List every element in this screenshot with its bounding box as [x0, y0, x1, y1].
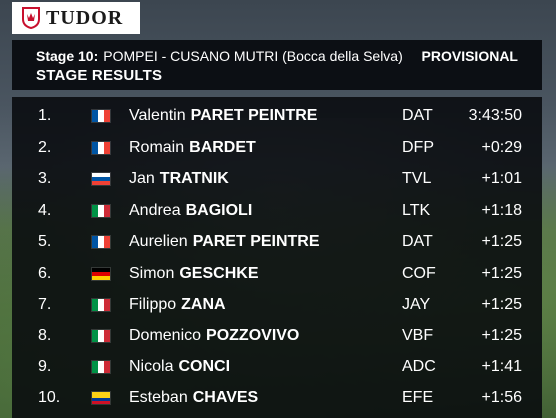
stage-label: Stage 10:	[36, 48, 99, 64]
finish-time: +1:01	[481, 169, 522, 187]
finish-time: +1:56	[481, 388, 522, 406]
rank: 10.	[38, 388, 61, 406]
rider-last-name: BAGIOLI	[185, 201, 253, 219]
team-code: VBF	[402, 326, 434, 344]
rider-first-name: Aurelien	[129, 232, 188, 250]
table-row: 3. Jan TRATNIK TVL +1:01	[12, 163, 542, 194]
rider-name: Andrea BAGIOLI	[129, 202, 252, 220]
finish-time: +1:25	[481, 232, 522, 250]
table-row: 9. Nicola CONCI ADC +1:41	[12, 351, 542, 382]
rider-first-name: Andrea	[129, 201, 181, 219]
rider-name: Simon GESCHKE	[129, 265, 258, 283]
rider-first-name: Filippo	[129, 295, 177, 313]
rank: 6.	[38, 264, 52, 282]
table-row: 8. Domenico POZZOVIVO VBF +1:25	[12, 320, 542, 351]
germany-flag-icon	[92, 267, 110, 280]
team-code: LTK	[402, 201, 431, 219]
rider-name: Nicola CONCI	[129, 358, 230, 376]
results-table: 1. Valentin PARET PEINTRE DAT 3:43:50 2. Romai…	[12, 97, 542, 418]
france-flag-icon	[92, 235, 110, 248]
rider-first-name: Jan	[129, 169, 155, 187]
rank: 7.	[38, 295, 52, 313]
slovenia-flag-icon	[92, 172, 110, 185]
finish-time: +1:18	[481, 201, 522, 219]
rider-name: Domenico POZZOVIVO	[129, 327, 299, 345]
rider-last-name: BARDET	[189, 138, 256, 156]
rider-first-name: Esteban	[129, 388, 188, 406]
table-row: 5. Aurelien PARET PEINTRE DAT +1:25	[12, 226, 542, 257]
table-row: 2. Romain BARDET DFP +0:29	[12, 132, 542, 163]
italy-flag-icon	[92, 298, 110, 311]
team-code: COF	[402, 264, 436, 282]
table-row: 10. Esteban CHAVES EFE +1:56	[12, 382, 542, 413]
stage-route: POMPEI - CUSANO MUTRI (Bocca della Selva…	[103, 48, 403, 64]
rider-name: Valentin PARET PEINTRE	[129, 107, 317, 125]
rider-first-name: Nicola	[129, 357, 174, 375]
france-flag-icon	[92, 109, 110, 122]
table-row: 1. Valentin PARET PEINTRE DAT 3:43:50	[12, 100, 542, 131]
finish-time: +1:25	[481, 264, 522, 282]
rider-first-name: Simon	[129, 264, 175, 282]
team-code: TVL	[402, 169, 432, 187]
brand-name: TUDOR	[46, 6, 124, 29]
rider-last-name: TRATNIK	[159, 169, 229, 187]
rider-last-name: GESCHKE	[179, 264, 259, 282]
team-code: DAT	[402, 232, 433, 250]
rank: 8.	[38, 326, 52, 344]
finish-time: +1:41	[481, 357, 522, 375]
rider-last-name: POZZOVIVO	[206, 326, 300, 344]
results-header: Stage 10: POMPEI - CUSANO MUTRI (Bocca d…	[12, 40, 542, 90]
table-row: 4. Andrea BAGIOLI LTK +1:18	[12, 195, 542, 226]
team-code: EFE	[402, 388, 434, 406]
rider-name: Romain BARDET	[129, 139, 256, 157]
team-code: DFP	[402, 138, 434, 156]
team-code: JAY	[402, 295, 431, 313]
tudor-logo: TUDOR	[12, 2, 140, 34]
page-title: STAGE RESULTS	[36, 67, 163, 84]
team-code: DAT	[402, 106, 433, 124]
team-code: ADC	[402, 357, 436, 375]
rider-last-name: CONCI	[178, 357, 231, 375]
shield-icon	[22, 7, 40, 29]
rider-name: Aurelien PARET PEINTRE	[129, 233, 320, 251]
rank: 4.	[38, 201, 52, 219]
italy-flag-icon	[92, 360, 110, 373]
table-row: 6. Simon GESCHKE COF +1:25	[12, 258, 542, 289]
rank: 3.	[38, 169, 52, 187]
status-badge: PROVISIONAL	[421, 48, 518, 64]
finish-time: +0:29	[481, 138, 522, 156]
rider-last-name: PARET PEINTRE	[192, 232, 320, 250]
rank: 1.	[38, 106, 52, 124]
rider-name: Jan TRATNIK	[129, 170, 229, 188]
table-row: 7. Filippo ZANA JAY +1:25	[12, 289, 542, 320]
finish-time: +1:25	[481, 326, 522, 344]
rider-first-name: Valentin	[129, 106, 186, 124]
italy-flag-icon	[92, 329, 110, 342]
rider-first-name: Domenico	[129, 326, 202, 344]
rank: 9.	[38, 357, 52, 375]
rider-last-name: PARET PEINTRE	[190, 106, 318, 124]
rider-last-name: CHAVES	[192, 388, 259, 406]
italy-flag-icon	[92, 204, 110, 217]
finish-time: +1:25	[481, 295, 522, 313]
rider-first-name: Romain	[129, 138, 185, 156]
colombia-flag-icon	[92, 391, 110, 404]
rank: 2.	[38, 138, 52, 156]
rider-last-name: ZANA	[181, 295, 226, 313]
finish-time: 3:43:50	[468, 106, 522, 124]
france-flag-icon	[92, 141, 110, 154]
rider-name: Filippo ZANA	[129, 296, 226, 314]
rider-name: Esteban CHAVES	[129, 389, 258, 407]
rank: 5.	[38, 232, 52, 250]
